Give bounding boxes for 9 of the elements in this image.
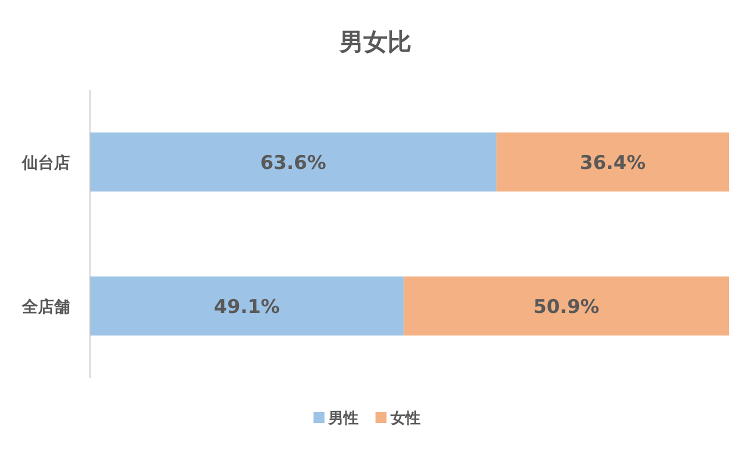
data-label: 63.6%: [260, 152, 326, 174]
data-label: 36.4%: [580, 152, 646, 174]
legend-label: 男性: [328, 409, 358, 427]
chart-title: 男女比: [338, 28, 412, 56]
legend-label: 女性: [390, 409, 420, 427]
data-label: 49.1%: [214, 296, 280, 318]
y-tick-label: 仙台店: [21, 153, 70, 172]
data-label: 50.9%: [533, 296, 600, 318]
y-tick-label: 全店舗: [21, 297, 70, 316]
